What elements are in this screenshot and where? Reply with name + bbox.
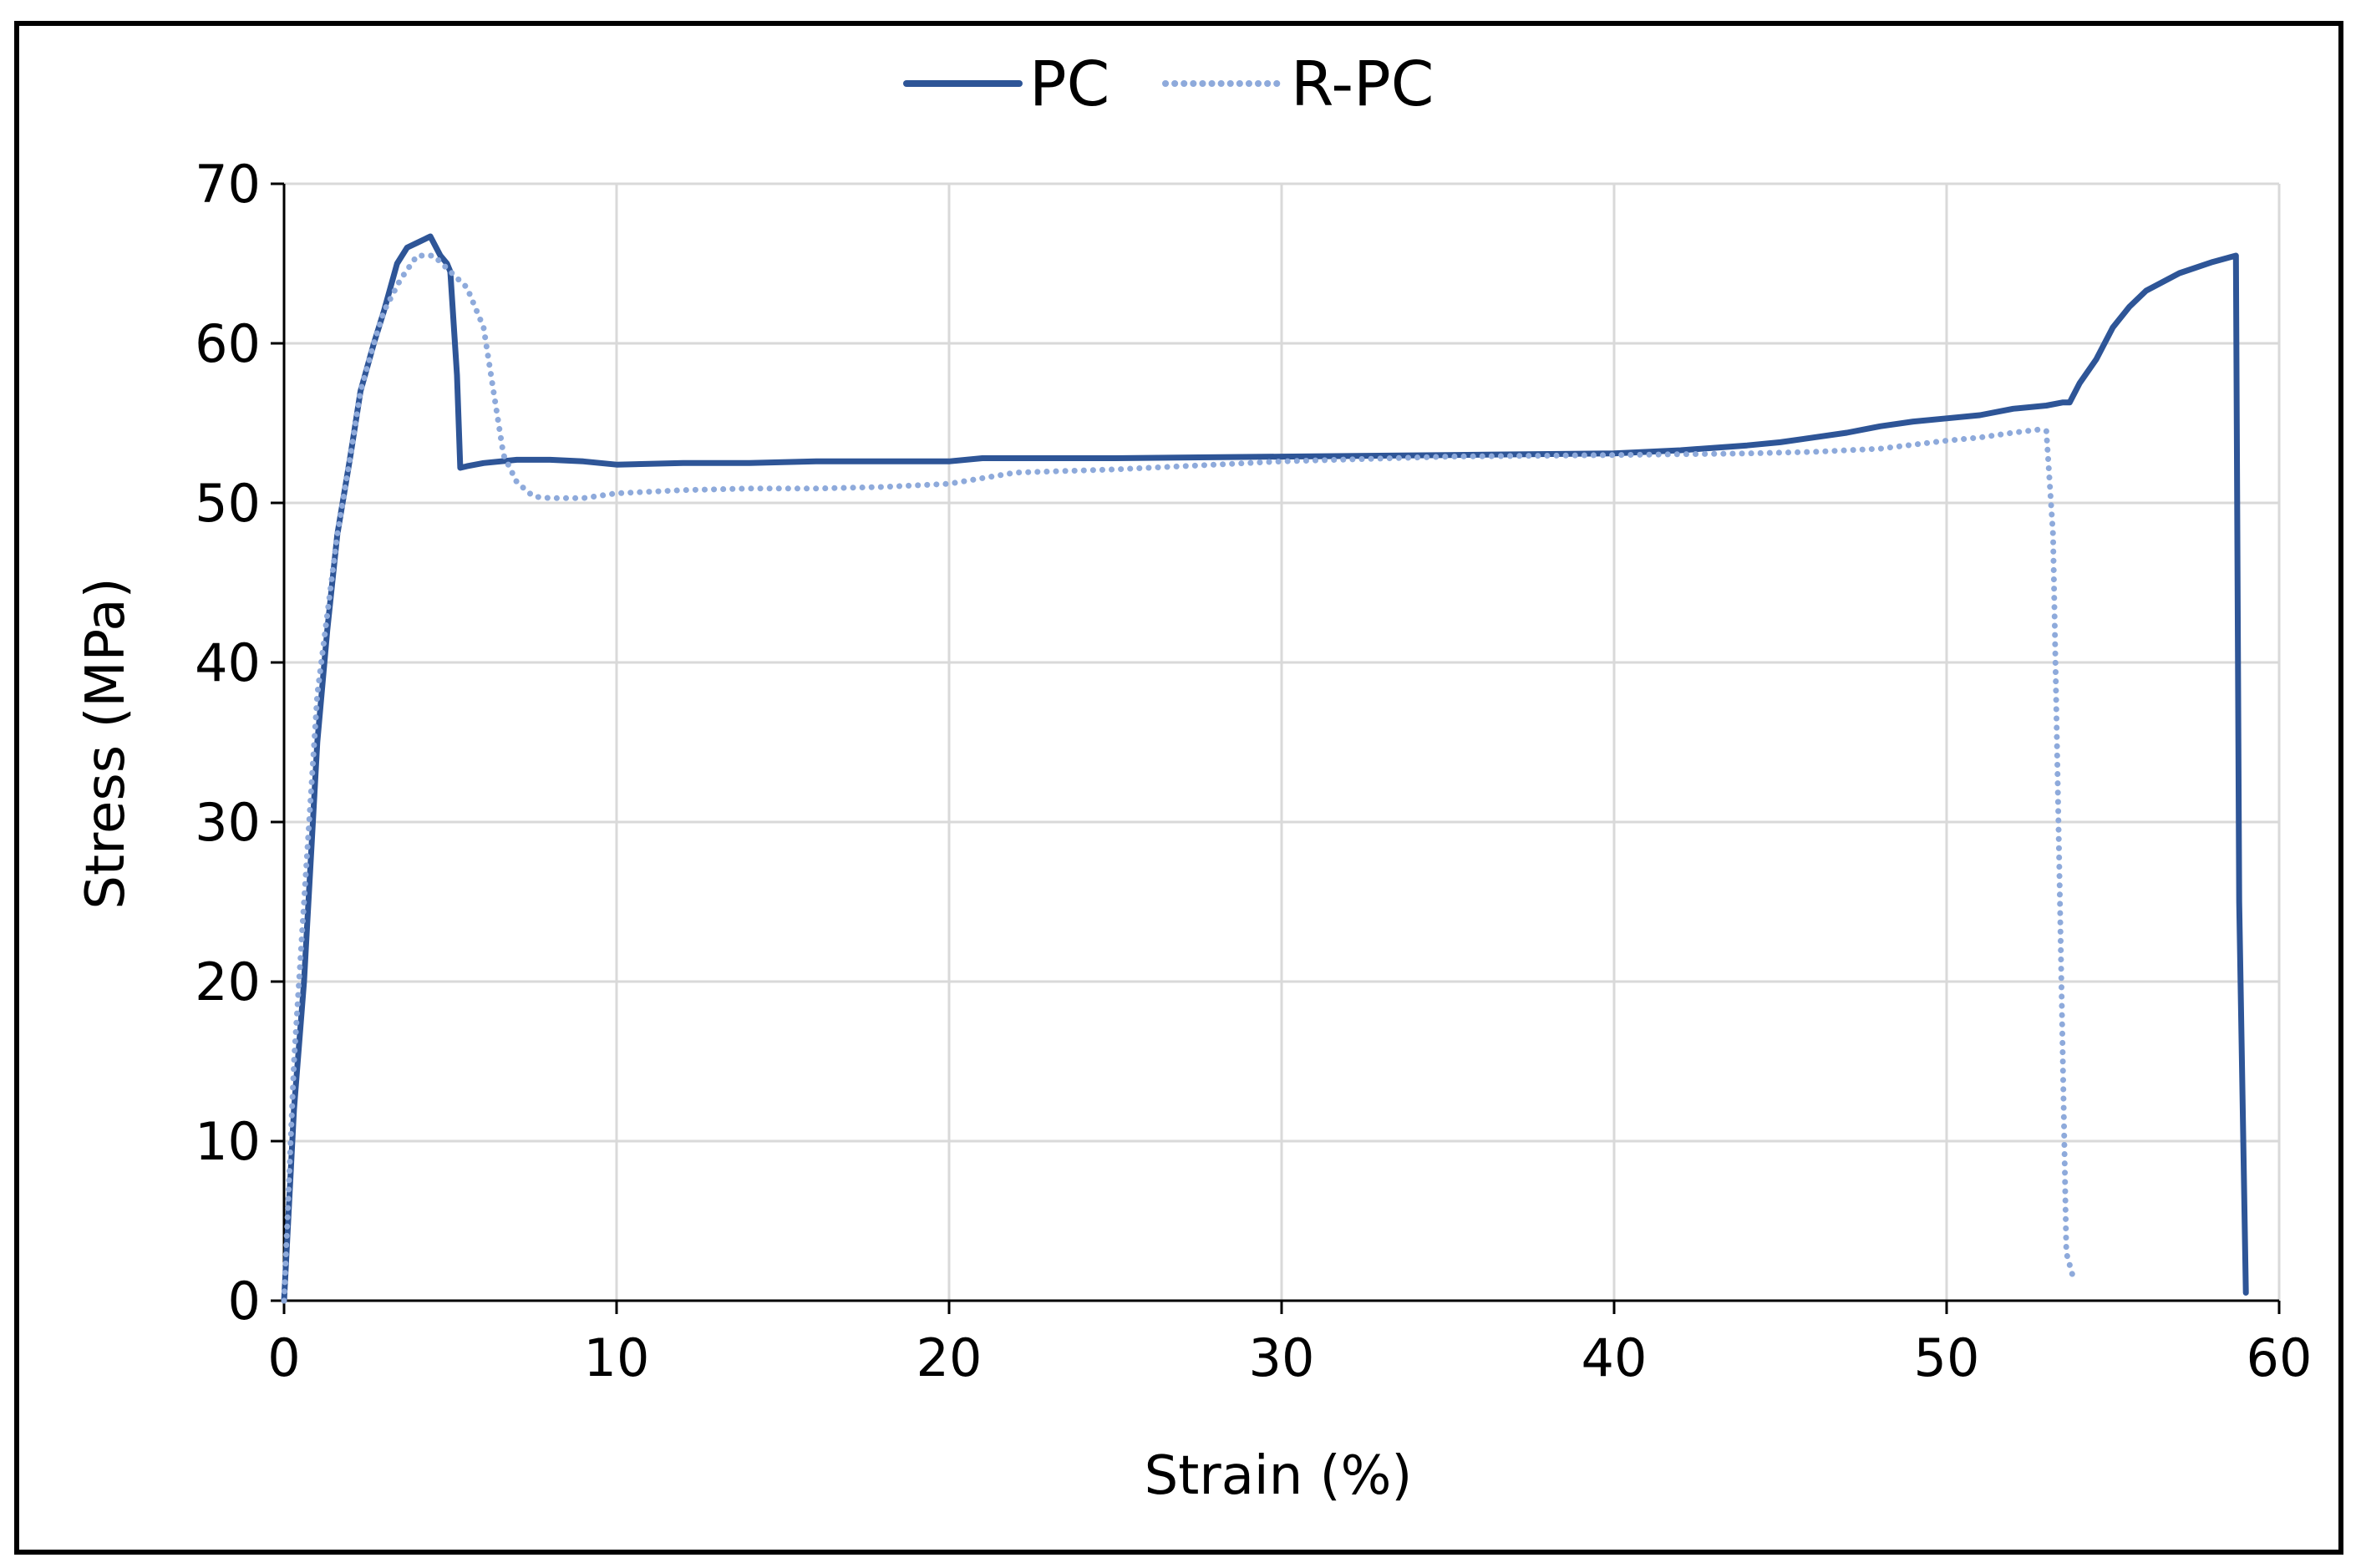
x-tick-label: 30 bbox=[1249, 1327, 1315, 1388]
axes bbox=[271, 182, 2281, 1314]
x-tick-label: 20 bbox=[916, 1327, 982, 1388]
chart-frame bbox=[14, 21, 2343, 1555]
x-tick-label: 50 bbox=[1914, 1327, 1980, 1388]
series-line-r-pc bbox=[281, 252, 2076, 1304]
x-tick-label: 60 bbox=[2247, 1327, 2313, 1388]
legend: PC R-PC bbox=[903, 48, 1434, 120]
y-tick-label: 0 bbox=[228, 1271, 261, 1332]
grid-lines bbox=[284, 182, 2281, 1301]
x-axis-title: Strain (%) bbox=[1145, 1445, 1413, 1507]
legend-label-r-pc: R-PC bbox=[1291, 48, 1434, 120]
tick-labels: 0 10 20 30 40 50 60 70 0 10 20 30 40 50 60 bbox=[195, 154, 2312, 1388]
y-tick-label: 20 bbox=[195, 951, 261, 1012]
y-tick-label: 70 bbox=[195, 154, 261, 215]
x-tick-label: 10 bbox=[584, 1327, 650, 1388]
y-axis-title: Stress (MPa) bbox=[75, 577, 137, 909]
series-layer bbox=[281, 233, 2249, 1304]
y-tick-label: 50 bbox=[195, 473, 261, 534]
x-tick-label: 40 bbox=[1582, 1327, 1648, 1388]
y-tick-label: 10 bbox=[195, 1111, 261, 1172]
y-tick-label: 40 bbox=[195, 632, 261, 693]
x-tick-label: 0 bbox=[267, 1327, 300, 1388]
legend-label-pc: PC bbox=[1029, 48, 1109, 120]
y-tick-label: 60 bbox=[195, 313, 261, 374]
series-line-pc bbox=[281, 233, 2249, 1304]
y-tick-label: 30 bbox=[195, 792, 261, 853]
